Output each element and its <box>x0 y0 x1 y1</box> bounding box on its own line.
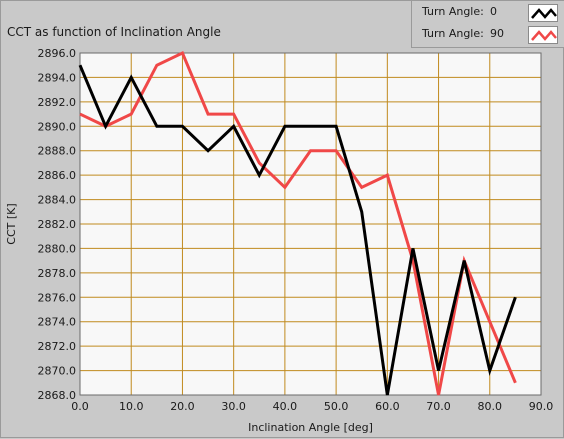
x-tick-label: 50.0 <box>324 400 349 413</box>
legend-value: 90 <box>490 27 504 40</box>
y-tick-label: 2892.0 <box>38 96 77 109</box>
y-tick-label: 2870.0 <box>38 365 77 378</box>
legend-value: 0 <box>490 5 497 18</box>
y-tick-label: 2886.0 <box>38 169 77 182</box>
y-tick-label: 2882.0 <box>38 218 77 231</box>
x-tick-label: 0.0 <box>71 400 89 413</box>
chart-title: CCT as function of Inclination Angle <box>7 25 221 39</box>
y-tick-label: 2868.0 <box>38 389 77 402</box>
legend-label: Turn Angle: <box>422 27 484 40</box>
series-line-turn-angle-90 <box>79 50 517 396</box>
y-tick-label: 2878.0 <box>38 267 77 280</box>
plot-frame <box>79 52 542 396</box>
legend-swatch-black-icon <box>528 4 558 22</box>
y-tick-label: 2876.0 <box>38 291 77 304</box>
y-tick-label: 2880.0 <box>38 242 77 255</box>
y-tick-label: 2890.0 <box>38 120 77 133</box>
y-tick-label: 2874.0 <box>38 316 77 329</box>
legend: Turn Angle: 0 Turn Angle: 90 <box>411 1 564 48</box>
y-tick-label: 2884.0 <box>38 194 77 207</box>
y-tick-label: 2894.0 <box>38 71 77 84</box>
legend-swatch-red-icon <box>528 26 558 44</box>
legend-label: Turn Angle: <box>422 5 484 18</box>
y-tick-label: 2896.0 <box>38 47 77 60</box>
x-tick-label: 40.0 <box>273 400 298 413</box>
y-tick-label: 2888.0 <box>38 145 77 158</box>
y-tick-label: 2872.0 <box>38 340 77 353</box>
x-tick-label: 80.0 <box>478 400 503 413</box>
x-tick-label: 70.0 <box>426 400 451 413</box>
x-axis-label: Inclination Angle [deg] <box>248 421 373 434</box>
x-tick-label: 90.0 <box>529 400 554 413</box>
legend-entry-turn-angle-90: Turn Angle: 90 <box>412 24 564 46</box>
legend-entry-turn-angle-0: Turn Angle: 0 <box>412 2 564 24</box>
x-tick-label: 30.0 <box>221 400 246 413</box>
series-line-turn-angle-0 <box>78 64 517 396</box>
y-axis-label: CCT [K] <box>5 203 18 244</box>
x-tick-label: 20.0 <box>170 400 195 413</box>
x-tick-label: 10.0 <box>119 400 144 413</box>
x-tick-label: 60.0 <box>375 400 400 413</box>
